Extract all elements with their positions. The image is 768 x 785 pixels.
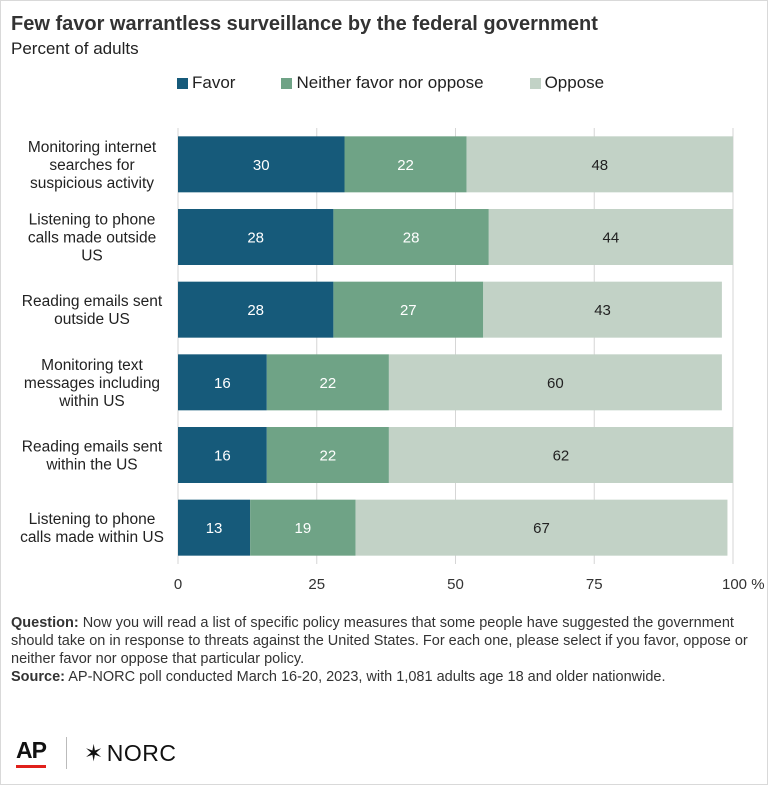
norc-logo: ✶ NORC (84, 740, 177, 767)
bar-4-0 (178, 427, 267, 483)
logo-divider (65, 737, 67, 769)
legend-item-oppose: Oppose (529, 73, 605, 93)
category-label-2: Reading emails sent outside US (22, 293, 163, 328)
x-tick-label-2: 50 (447, 576, 464, 593)
legend-swatch-favor (177, 77, 188, 89)
data-label-4-0: 16 (214, 448, 231, 465)
data-label-1-0: 28 (247, 230, 264, 247)
x-tick-label-4: 100 % (722, 576, 765, 593)
category-label-5: Listening to phone calls made within US (20, 511, 164, 546)
category-label-3: Monitoring text messages including within … (24, 357, 160, 410)
data-label-5-1: 19 (295, 520, 312, 537)
bar-0-1 (344, 136, 467, 193)
legend-item-neither: Neither favor nor oppose (281, 73, 484, 93)
category-label-0: Monitoring internet searches for suspiciou… (28, 139, 157, 192)
bar-1-2 (488, 209, 733, 265)
legend-label-favor: Favor (192, 73, 236, 92)
legend-label-neither: Neither favor nor oppose (296, 73, 484, 92)
norc-wordmark: NORC (106, 739, 177, 766)
bar-0-0 (178, 136, 345, 193)
source-label: Source: (11, 669, 65, 685)
bar-5-0 (178, 499, 251, 556)
bar-2-0 (178, 281, 334, 338)
norc-star-icon: ✶ (83, 739, 104, 766)
category-label-line: within US (58, 393, 124, 410)
category-label-4: Reading emails sent within the US (22, 439, 163, 474)
data-label-2-0: 28 (247, 302, 264, 319)
category-label-line: outside US (54, 311, 130, 328)
footnote: Question: Now you will read a list of sp… (11, 614, 756, 686)
data-label-2-1: 27 (400, 302, 417, 319)
data-label-2-2: 43 (594, 302, 611, 319)
data-label-0-2: 48 (591, 157, 608, 174)
legend-item-favor: Favor (177, 73, 235, 93)
data-label-1-2: 44 (603, 230, 620, 247)
data-label-0-1: 22 (397, 157, 414, 174)
bar-2-2 (483, 281, 722, 338)
legend-label-oppose: Oppose (544, 73, 605, 92)
question-label: Question: (11, 615, 79, 631)
category-label-line: Reading emails sent (22, 439, 163, 456)
data-label-4-1: 22 (320, 448, 337, 465)
bar-4-1 (266, 427, 389, 483)
bar-1-0 (178, 209, 334, 265)
data-label-1-1: 28 (403, 230, 420, 247)
category-label-line: Reading emails sent (22, 293, 163, 310)
bar-3-1 (266, 354, 389, 411)
category-label-line: Listening to phone (29, 511, 156, 528)
x-tick-label-3: 75 (586, 576, 603, 593)
x-tick-label-0: 0 (174, 576, 182, 593)
legend: Favor Neither favor nor oppose Oppose (177, 73, 650, 93)
data-label-5-2: 67 (533, 520, 550, 537)
bar-3-0 (178, 354, 267, 411)
bar-5-2 (355, 499, 728, 556)
legend-swatch-oppose (529, 77, 541, 89)
bar-1-1 (333, 209, 489, 265)
category-label-line: Monitoring text (41, 357, 143, 374)
bar-2-1 (333, 281, 484, 338)
category-label-line: within the US (45, 457, 137, 474)
bar-4-2 (388, 427, 733, 483)
chart-subtitle: Percent of adults (11, 39, 139, 58)
category-label-line: calls made outside (28, 230, 156, 247)
stacked-bar-chart: 30 22 48 Monitoring internet searches for sus… (20, 128, 765, 593)
category-label-line: Listening to phone (29, 212, 156, 229)
category-label-line: US (81, 248, 103, 265)
category-label-line: messages including (24, 375, 160, 392)
data-label-3-1: 22 (320, 375, 337, 392)
category-label-1: Listening to phone calls made outside US (28, 212, 156, 265)
data-label-5-0: 13 (206, 520, 223, 537)
ap-logo: AP (16, 738, 47, 768)
data-label-3-2: 60 (547, 375, 564, 392)
category-label-line: calls made within US (20, 529, 164, 546)
logos: AP ✶ NORC (16, 733, 176, 773)
data-label-3-0: 16 (214, 375, 231, 392)
data-label-4-2: 62 (553, 448, 570, 465)
chart-title: Few favor warrantless surveillance by th… (11, 13, 598, 35)
bar-5-1 (250, 499, 356, 556)
category-label-line: Monitoring internet (28, 139, 157, 156)
question-text: Now you will read a list of specific pol… (11, 615, 748, 667)
category-label-line: suspicious activity (30, 175, 154, 192)
source-text: AP-NORC poll conducted March 16-20, 2023… (65, 669, 666, 685)
data-label-0-0: 30 (253, 157, 270, 174)
bar-3-2 (388, 354, 722, 411)
bar-0-2 (466, 136, 733, 193)
category-label-line: searches for (49, 157, 134, 174)
legend-swatch-neither (281, 77, 293, 89)
x-tick-label-1: 25 (308, 576, 325, 593)
